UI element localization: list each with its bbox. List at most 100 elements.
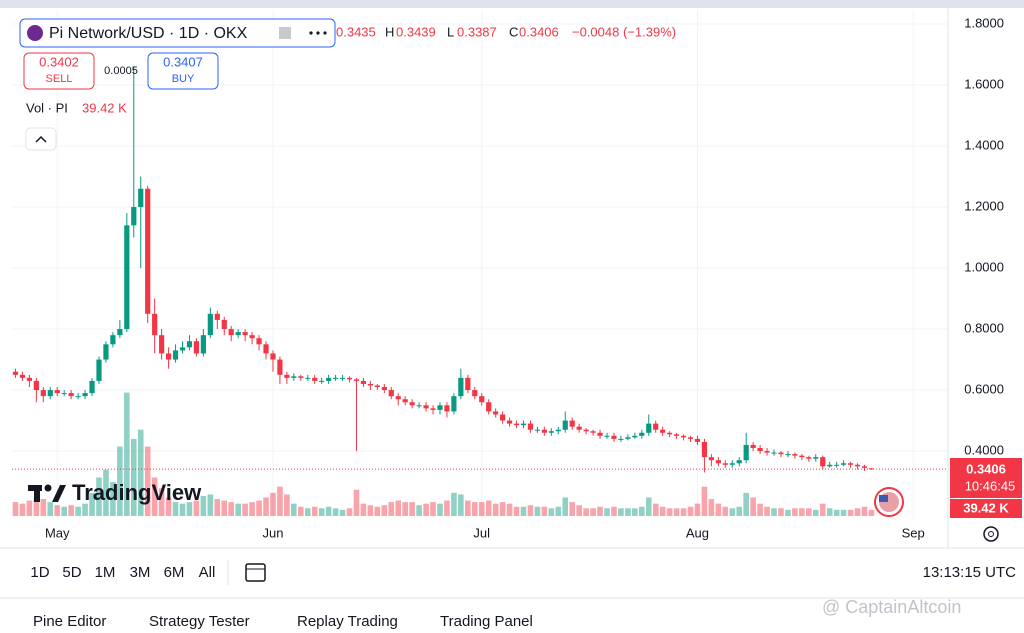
- volume-bar: [263, 497, 269, 516]
- volume-bar: [130, 438, 137, 516]
- candle-body: [186, 341, 193, 348]
- candle-body: [736, 460, 742, 464]
- settings-icon[interactable]: [983, 526, 999, 542]
- volume-bar: [868, 509, 875, 516]
- volume-bar: [311, 506, 318, 516]
- volume-bar: [124, 392, 130, 516]
- volume-bar: [284, 494, 290, 516]
- countdown: 10:46:45: [965, 478, 1016, 493]
- last-price: 0.3406: [966, 461, 1006, 476]
- candle-body: [312, 377, 318, 381]
- range-button[interactable]: 1M: [95, 564, 116, 581]
- volume-bar: [33, 497, 40, 516]
- volume-bar: [158, 488, 165, 516]
- volume-bar: [256, 500, 262, 516]
- volume-bar: [485, 500, 492, 516]
- volume-bar: [638, 506, 645, 516]
- range-button[interactable]: All: [199, 564, 216, 581]
- tab[interactable]: Pine Editor: [33, 613, 106, 630]
- candle-body: [562, 420, 568, 430]
- volume-bar: [179, 503, 186, 516]
- candle-body: [298, 376, 304, 378]
- more-icon[interactable]: [309, 31, 327, 35]
- volume-bar: [291, 503, 297, 516]
- volume-bar: [96, 477, 102, 516]
- volume-bar: [47, 502, 54, 516]
- volume-bar: [478, 502, 485, 516]
- candle-body: [841, 463, 847, 465]
- volume-bar: [757, 503, 763, 516]
- candle-body: [165, 353, 172, 360]
- volume-bar: [632, 508, 638, 516]
- credit: @ CaptainAltcoin: [822, 597, 961, 617]
- range-button[interactable]: 6M: [164, 564, 185, 581]
- flag-icon[interactable]: [279, 27, 291, 39]
- tab[interactable]: Replay Trading: [297, 613, 398, 630]
- range-button[interactable]: 5D: [62, 564, 81, 581]
- volume-bar: [381, 505, 388, 516]
- volume-bar: [541, 506, 548, 516]
- candle-body: [381, 387, 387, 391]
- candle-body: [61, 393, 67, 395]
- y-tick-label: 0.6000: [964, 381, 1004, 396]
- range-button[interactable]: 3M: [130, 564, 151, 581]
- candle-body: [667, 432, 673, 435]
- sell-label: SELL: [46, 73, 73, 85]
- candle-body: [472, 390, 478, 397]
- volume-bar: [193, 500, 200, 516]
- symbol-box[interactable]: [19, 18, 336, 48]
- candle-body: [437, 405, 443, 410]
- tab[interactable]: Strategy Tester: [149, 613, 250, 630]
- volume-bar: [722, 506, 729, 516]
- candle-body: [653, 423, 659, 430]
- candle-body: [172, 350, 179, 360]
- volume-bar: [694, 503, 701, 516]
- volume-bar: [506, 503, 513, 516]
- ohlc-open: 0.3435: [336, 24, 376, 39]
- volume-bar: [395, 500, 402, 516]
- volume-bar: [346, 508, 353, 516]
- candle-body: [207, 313, 213, 336]
- candle-body: [451, 396, 457, 412]
- volume-bar: [19, 503, 26, 516]
- x-tick-label: Aug: [686, 525, 709, 540]
- volume-bar: [458, 494, 464, 516]
- symbol-icon: [27, 25, 43, 41]
- collapse-button[interactable]: [25, 127, 57, 151]
- candle-body: [827, 464, 833, 467]
- candle-body: [179, 347, 186, 351]
- volume-bar: [26, 500, 33, 516]
- candle-body: [305, 377, 311, 379]
- volume-bar: [534, 506, 541, 516]
- buy-button[interactable]: [147, 52, 219, 90]
- candle-body: [249, 335, 255, 339]
- y-tick-label: 0.8000: [964, 320, 1004, 335]
- candle-body: [228, 329, 234, 336]
- candle-body: [500, 414, 506, 421]
- symbol-title: Pi Network/USD · 1D · OKX: [49, 25, 248, 42]
- candle-body: [799, 455, 805, 458]
- candle-body: [847, 463, 854, 465]
- volume-bar: [298, 506, 304, 516]
- ohlc-high: 0.3439: [396, 24, 436, 39]
- range-button[interactable]: 1D: [30, 564, 49, 581]
- candle-body: [374, 385, 380, 388]
- candle-body: [555, 429, 561, 432]
- volume-bar: [771, 508, 777, 516]
- volume-bar: [249, 502, 255, 516]
- volume-bar: [388, 502, 395, 516]
- candle-body: [68, 393, 74, 397]
- calendar-icon[interactable]: [245, 563, 266, 582]
- volume-bar: [165, 497, 172, 516]
- volume-bar: [611, 506, 617, 516]
- tab[interactable]: Trading Panel: [440, 613, 533, 630]
- volume-bar: [82, 503, 88, 516]
- sell-button[interactable]: [23, 52, 95, 90]
- volume-bar: [861, 506, 868, 516]
- volume-bar: [214, 499, 221, 516]
- candle-body: [687, 437, 694, 439]
- y-tick-label: 1.4000: [964, 137, 1004, 152]
- y-tick-label: 1.8000: [964, 15, 1004, 30]
- candle-body: [75, 396, 81, 398]
- volume-value: 39.42 K: [82, 100, 127, 115]
